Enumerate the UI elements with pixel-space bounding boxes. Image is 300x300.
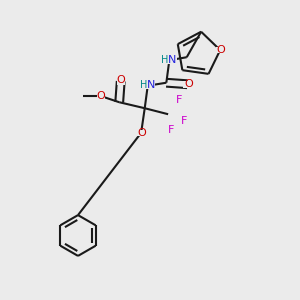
- Text: F: F: [176, 95, 182, 105]
- Text: H: H: [140, 80, 147, 90]
- FancyBboxPatch shape: [168, 128, 174, 134]
- FancyBboxPatch shape: [162, 57, 176, 64]
- FancyBboxPatch shape: [116, 78, 125, 85]
- FancyBboxPatch shape: [183, 81, 191, 88]
- FancyBboxPatch shape: [140, 82, 155, 89]
- Text: H: H: [161, 55, 169, 65]
- FancyBboxPatch shape: [137, 130, 145, 136]
- Text: F: F: [181, 116, 187, 126]
- Text: O: O: [116, 75, 125, 85]
- Text: F: F: [168, 125, 175, 135]
- FancyBboxPatch shape: [176, 98, 182, 104]
- FancyBboxPatch shape: [97, 93, 105, 100]
- Text: N: N: [168, 55, 176, 65]
- Text: O: O: [97, 91, 106, 101]
- Text: O: O: [217, 45, 225, 55]
- Text: O: O: [184, 79, 193, 89]
- Text: O: O: [137, 128, 146, 138]
- FancyBboxPatch shape: [181, 119, 187, 124]
- FancyBboxPatch shape: [216, 47, 225, 53]
- Text: N: N: [146, 80, 155, 90]
